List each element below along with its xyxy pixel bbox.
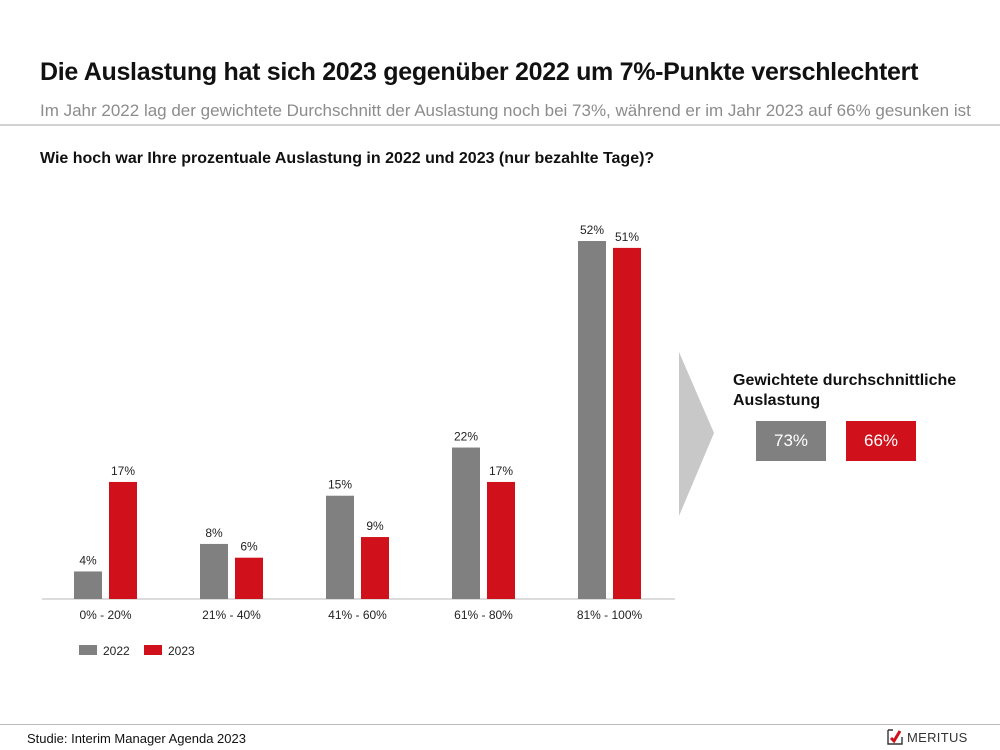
- data-label-2022: 8%: [205, 526, 223, 540]
- bar-2023: [235, 557, 263, 599]
- bar-2022: [578, 241, 606, 599]
- data-label-2022: 15%: [328, 478, 352, 492]
- bar-2022: [200, 543, 228, 599]
- meritus-logo: MERITUS: [887, 729, 968, 745]
- bar-2022: [74, 571, 102, 599]
- bar-2022: [452, 447, 480, 599]
- category-label: 41% - 60%: [328, 608, 387, 622]
- legend-label-2023: 2023: [168, 644, 195, 658]
- average-box-2023: 66%: [846, 421, 916, 461]
- category-label: 81% - 100%: [577, 608, 643, 622]
- chart-question: Wie hoch war Ihre prozentuale Auslastung…: [40, 150, 655, 167]
- data-label-2022: 4%: [79, 553, 97, 567]
- logo-text: MERITUS: [907, 729, 968, 745]
- category-label: 21% - 40%: [202, 608, 261, 622]
- data-label-2022: 22%: [454, 430, 478, 444]
- data-label-2023: 17%: [111, 464, 135, 478]
- data-label-2023: 17%: [489, 464, 513, 478]
- arrow-shape: [679, 352, 714, 516]
- bar-2023: [361, 537, 389, 599]
- slide-subtitle: Im Jahr 2022 lag der gewichtete Durchsch…: [40, 101, 971, 120]
- data-label-2023: 51%: [615, 230, 639, 244]
- category-label: 61% - 80%: [454, 608, 513, 622]
- data-label-2022: 52%: [580, 223, 604, 237]
- bar-2023: [487, 481, 515, 599]
- data-label-2023: 6%: [240, 540, 258, 554]
- average-box-2022: 73%: [756, 421, 826, 461]
- source-note: Studie: Interim Manager Agenda 2023: [27, 731, 246, 746]
- legend-swatch-2022: [79, 645, 97, 655]
- slide-title: Die Auslastung hat sich 2023 gegenüber 2…: [40, 58, 919, 86]
- footer-divider: [0, 724, 1000, 725]
- header-divider: [0, 124, 1000, 126]
- bar-2022: [326, 495, 354, 599]
- bar-2023: [109, 481, 137, 599]
- bar-2023: [613, 247, 641, 599]
- category-label: 0% - 20%: [79, 608, 131, 622]
- legend-label-2022: 2022: [103, 644, 130, 658]
- data-label-2023: 9%: [366, 519, 384, 533]
- checkbox-logo-icon: [887, 729, 903, 745]
- legend-swatch-2023: [144, 645, 162, 655]
- average-title: Gewichtete durchschnittliche Auslastung: [733, 372, 957, 409]
